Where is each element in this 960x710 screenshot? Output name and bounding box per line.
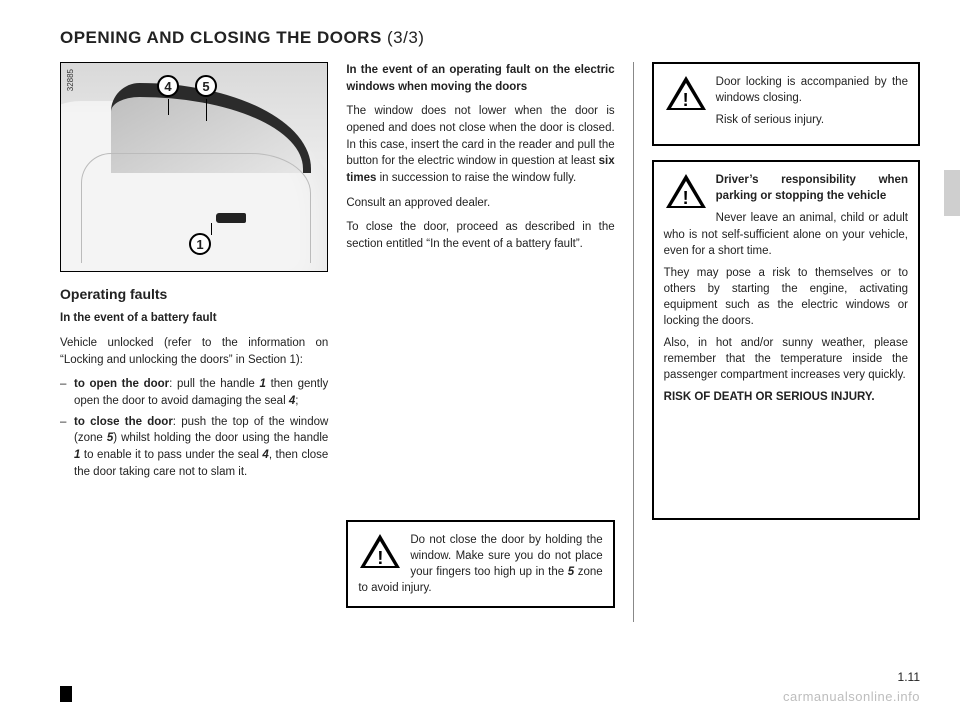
watermark-text: carmanualsonline.info <box>783 689 920 704</box>
box2-p2: They may pose a risk to themselves or to… <box>664 265 908 329</box>
li2-rest3: to enable it to pass under the seal <box>80 449 262 461</box>
window-fault-p3: To close the door, proceed as described … <box>346 219 614 252</box>
warning-box-locking: ! Door locking is accompanied by the win… <box>652 62 920 146</box>
warning-triangle-icon: ! <box>360 534 400 568</box>
manual-page: OPENING AND CLOSING THE DOORS (3/3) 3288… <box>0 0 960 642</box>
list-item-open-door: to open the door: pull the handle 1 then… <box>60 376 328 409</box>
column-middle: In the event of an operating fault on th… <box>346 62 614 622</box>
subhead-battery-fault: In the event of a battery fault <box>60 310 328 327</box>
car-door-handle <box>216 213 246 223</box>
warning-box-fingers: ! Do not close the door by holding the w… <box>346 520 614 608</box>
intro-text: Vehicle unlocked (refer to the informati… <box>60 335 328 368</box>
box2-p3: Also, in hot and/or sunny weather, pleas… <box>664 335 908 383</box>
li2-rest2: ) whilst holding the door using the hand… <box>113 432 328 444</box>
callout-1: 1 <box>189 233 211 255</box>
warning-box-responsibility: ! Driver’s responsibility when parking o… <box>652 160 920 520</box>
column-divider <box>633 62 634 622</box>
leader-1 <box>211 223 212 235</box>
title-main: OPENING AND CLOSING THE DOORS <box>60 28 387 47</box>
callout-5: 5 <box>195 75 217 97</box>
box2-p1: Never leave an animal, child or adult wh… <box>664 210 908 258</box>
window-fault-p1: The window does not lower when the door … <box>346 103 614 186</box>
box2-p4: RISK OF DEATH OR SERIOUS INJURY. <box>664 389 908 405</box>
warning-icon: ! <box>664 172 708 212</box>
fault-list: to open the door: pull the handle 1 then… <box>60 376 328 480</box>
title-sub: (3/3) <box>387 28 424 47</box>
p1a: The window does not lower when the door … <box>346 105 614 167</box>
column-left: 32885 4 5 1 Operating faults In the even… <box>60 62 328 622</box>
side-tab <box>944 170 960 216</box>
li1-end: ; <box>295 395 298 407</box>
leader-4 <box>168 99 169 115</box>
figure-car-door: 32885 4 5 1 <box>60 62 328 272</box>
crop-mark <box>60 686 72 702</box>
box1-p2: Risk of serious injury. <box>664 112 908 128</box>
page-title: OPENING AND CLOSING THE DOORS (3/3) <box>60 28 920 48</box>
li1-lead: to open the door <box>74 378 169 390</box>
leader-5 <box>206 99 207 121</box>
warning-icon: ! <box>358 532 402 572</box>
li2-lead: to close the door <box>74 416 173 428</box>
li1-rest: : pull the handle <box>169 378 259 390</box>
list-item-close-door: to close the door: push the top of the w… <box>60 414 328 481</box>
column-right: ! Door locking is accompanied by the win… <box>652 62 920 622</box>
p1c: in succession to raise the window fully. <box>376 172 576 184</box>
page-number: 1.11 <box>898 670 920 684</box>
content-columns: 32885 4 5 1 Operating faults In the even… <box>60 62 920 622</box>
window-fault-p2: Consult an approved dealer. <box>346 195 614 212</box>
heading-operating-faults: Operating faults <box>60 284 328 304</box>
warning-triangle-icon: ! <box>666 174 706 208</box>
warning-icon: ! <box>664 74 708 114</box>
callout-4: 4 <box>157 75 179 97</box>
warning-triangle-icon: ! <box>666 76 706 110</box>
subhead-window-fault: In the event of an operating fault on th… <box>346 62 614 95</box>
figure-id: 32885 <box>65 69 77 91</box>
